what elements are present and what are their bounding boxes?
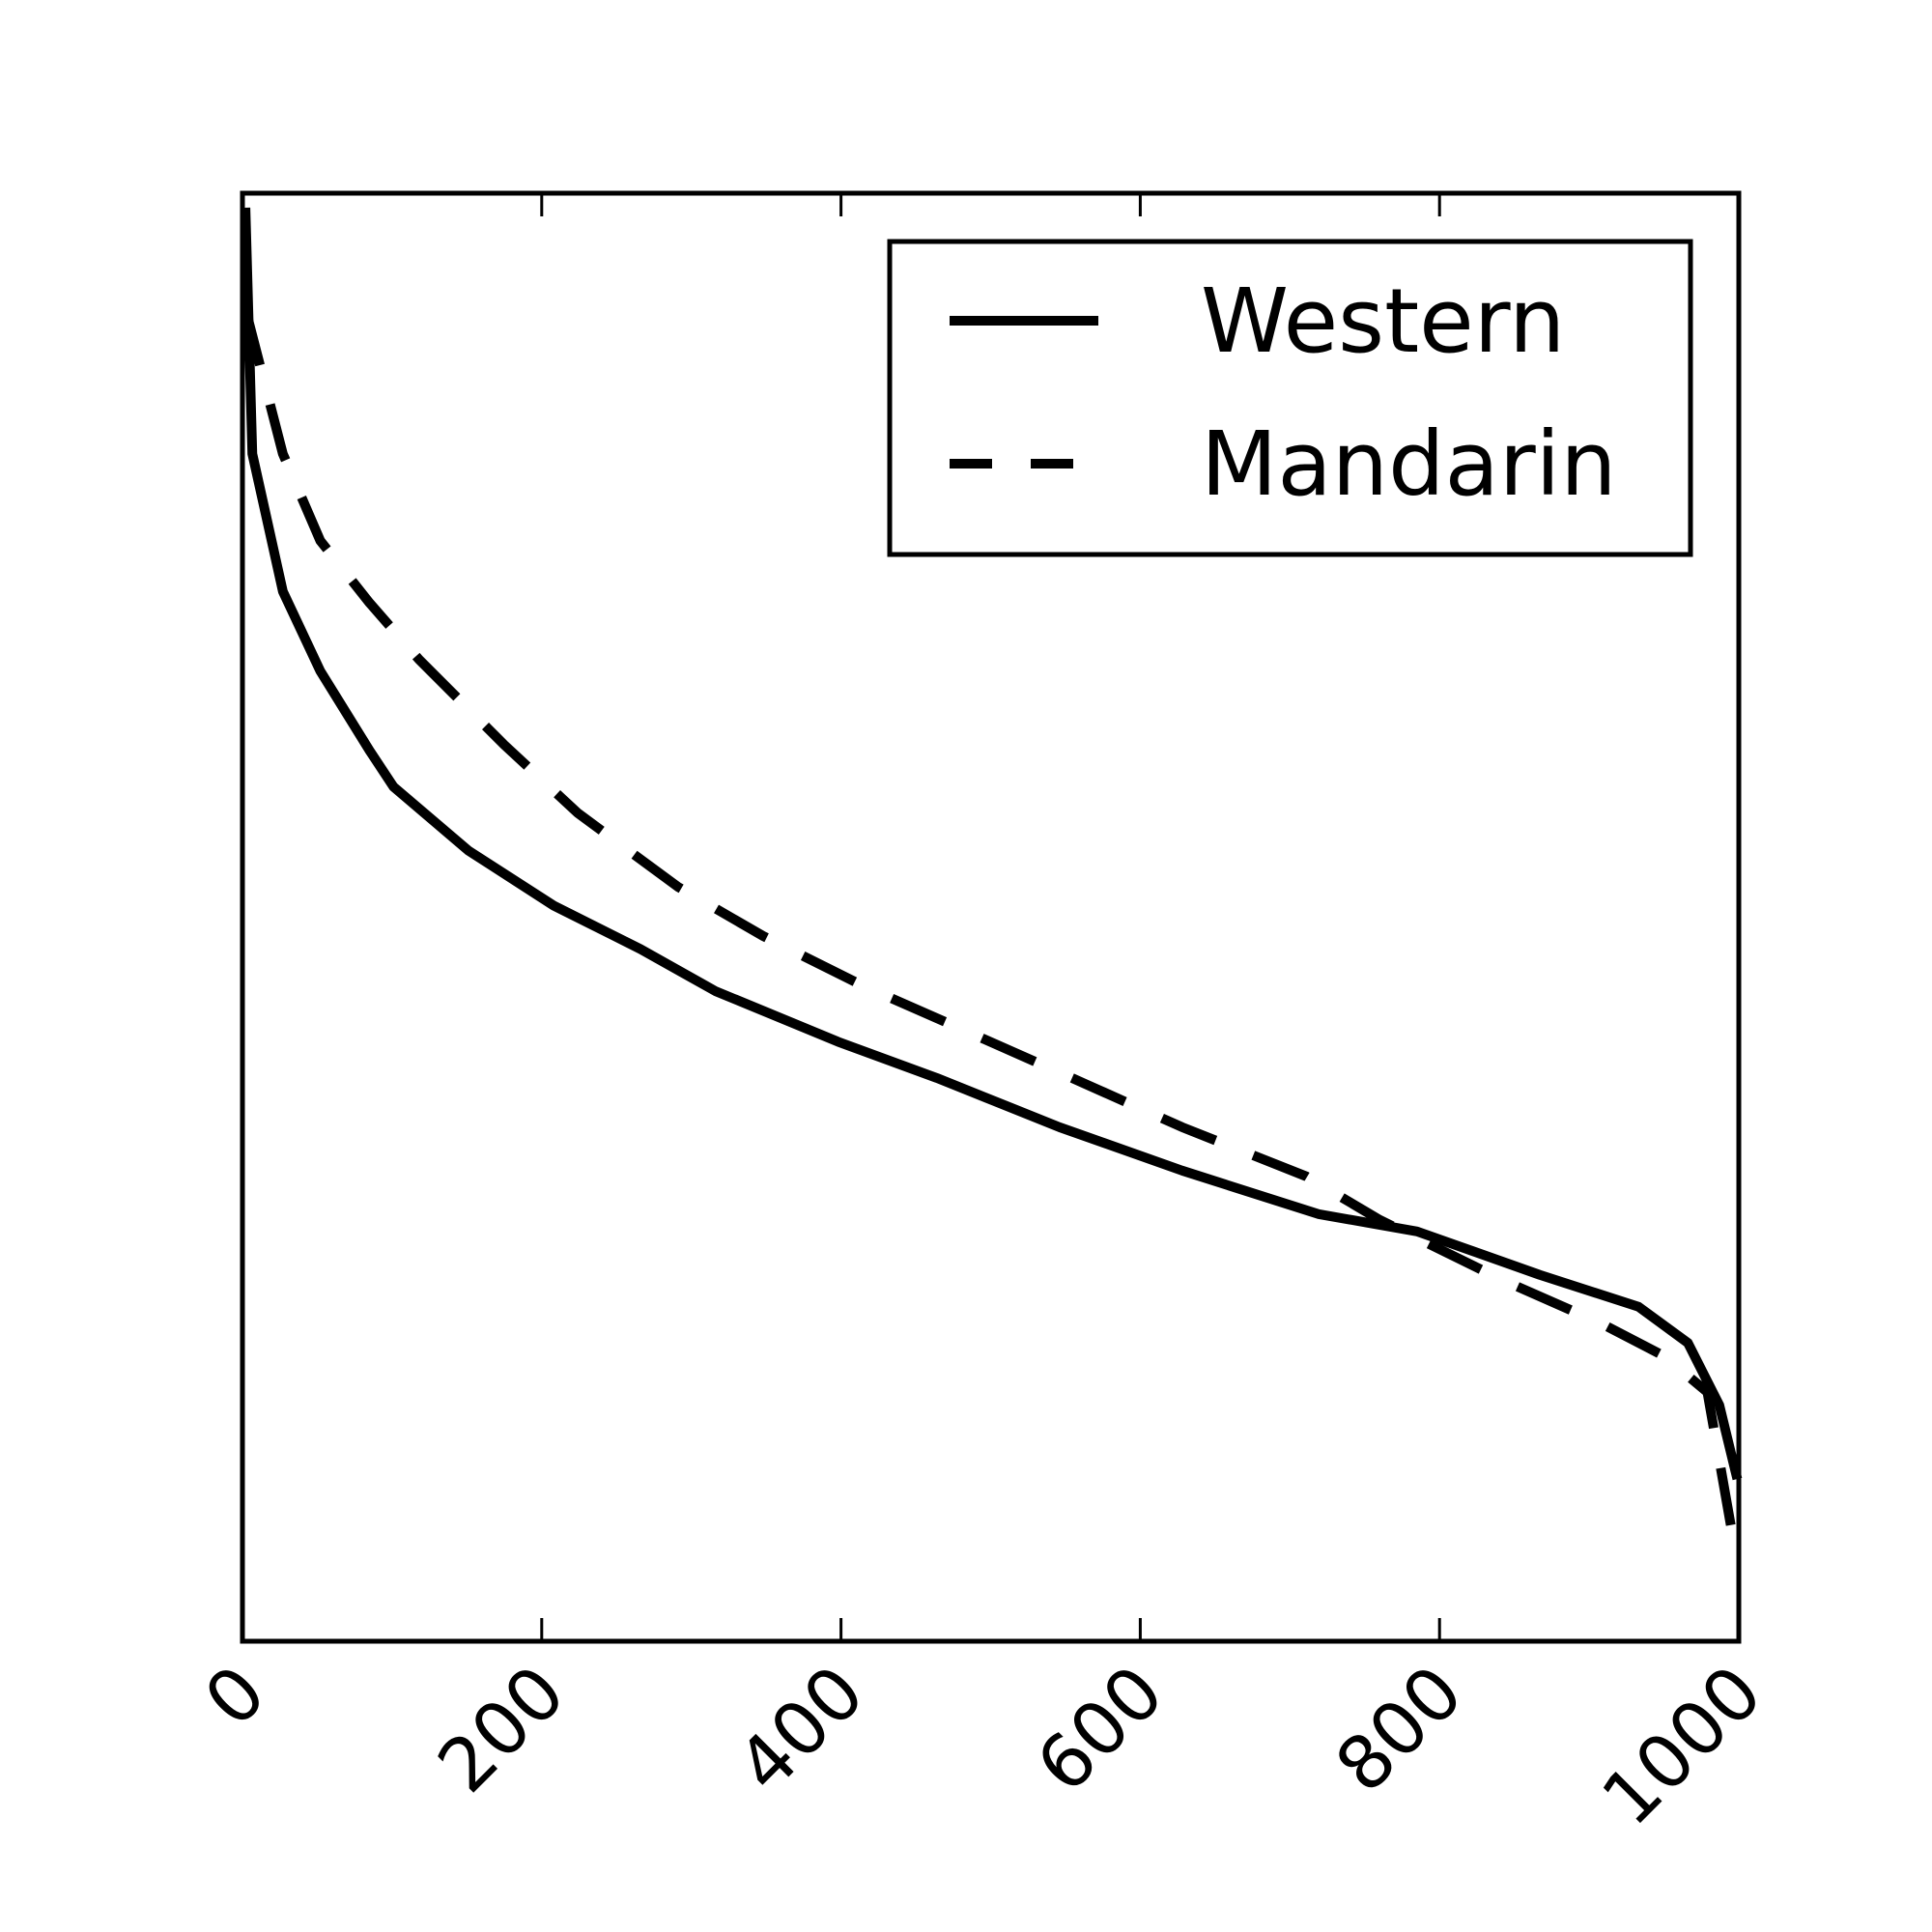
legend-label: Mandarin [1201, 412, 1617, 516]
line [241, 307, 1737, 1529]
legend-box [887, 239, 1693, 557]
plot-frame [240, 190, 1742, 1644]
legend-label: Western [1201, 270, 1565, 373]
line [241, 207, 1743, 1481]
